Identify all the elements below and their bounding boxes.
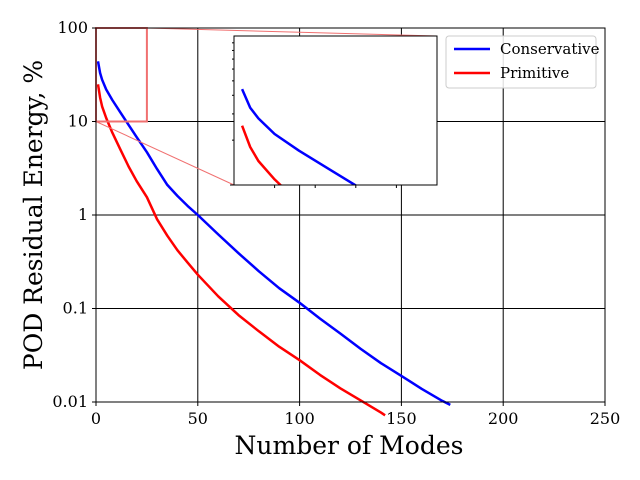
legend-label: Primitive <box>500 64 569 82</box>
inset-frame <box>233 35 438 186</box>
inset-series-line-conservative <box>240 88 358 185</box>
y-tick-label: 100 <box>57 18 88 37</box>
zoom-connector-line <box>146 27 438 37</box>
x-tick-label: 0 <box>91 409 101 428</box>
series-line-primitive <box>96 84 386 417</box>
y-axis-label: POD Residual Energy, % <box>19 60 48 370</box>
x-tick-label: 200 <box>488 409 519 428</box>
zoom-connector-line <box>95 121 235 186</box>
series-line-conservative <box>96 61 451 407</box>
inset-plot <box>230 35 438 188</box>
y-tick-label: 1 <box>78 205 88 224</box>
x-tick-label: 150 <box>386 409 417 428</box>
x-tick-label: 50 <box>188 409 208 428</box>
y-tick-label: 0.1 <box>63 299 88 318</box>
x-tick-label: 100 <box>284 409 315 428</box>
y-tick-label: 10 <box>68 112 88 131</box>
legend-label: Conservative <box>500 40 600 58</box>
ticks: 0 50 100 150 200 250 0.01 0.1 1 10 100 <box>52 18 620 428</box>
x-tick-label: 250 <box>590 409 621 428</box>
y-tick-label: 0.01 <box>52 392 88 411</box>
inset-series-layer <box>240 88 358 185</box>
inset-series-line-primitive <box>240 125 283 185</box>
x-axis-label: Number of Modes <box>235 431 464 460</box>
inset-background <box>234 36 437 185</box>
legend: Conservative Primitive <box>445 35 600 89</box>
series-layer <box>96 61 451 417</box>
